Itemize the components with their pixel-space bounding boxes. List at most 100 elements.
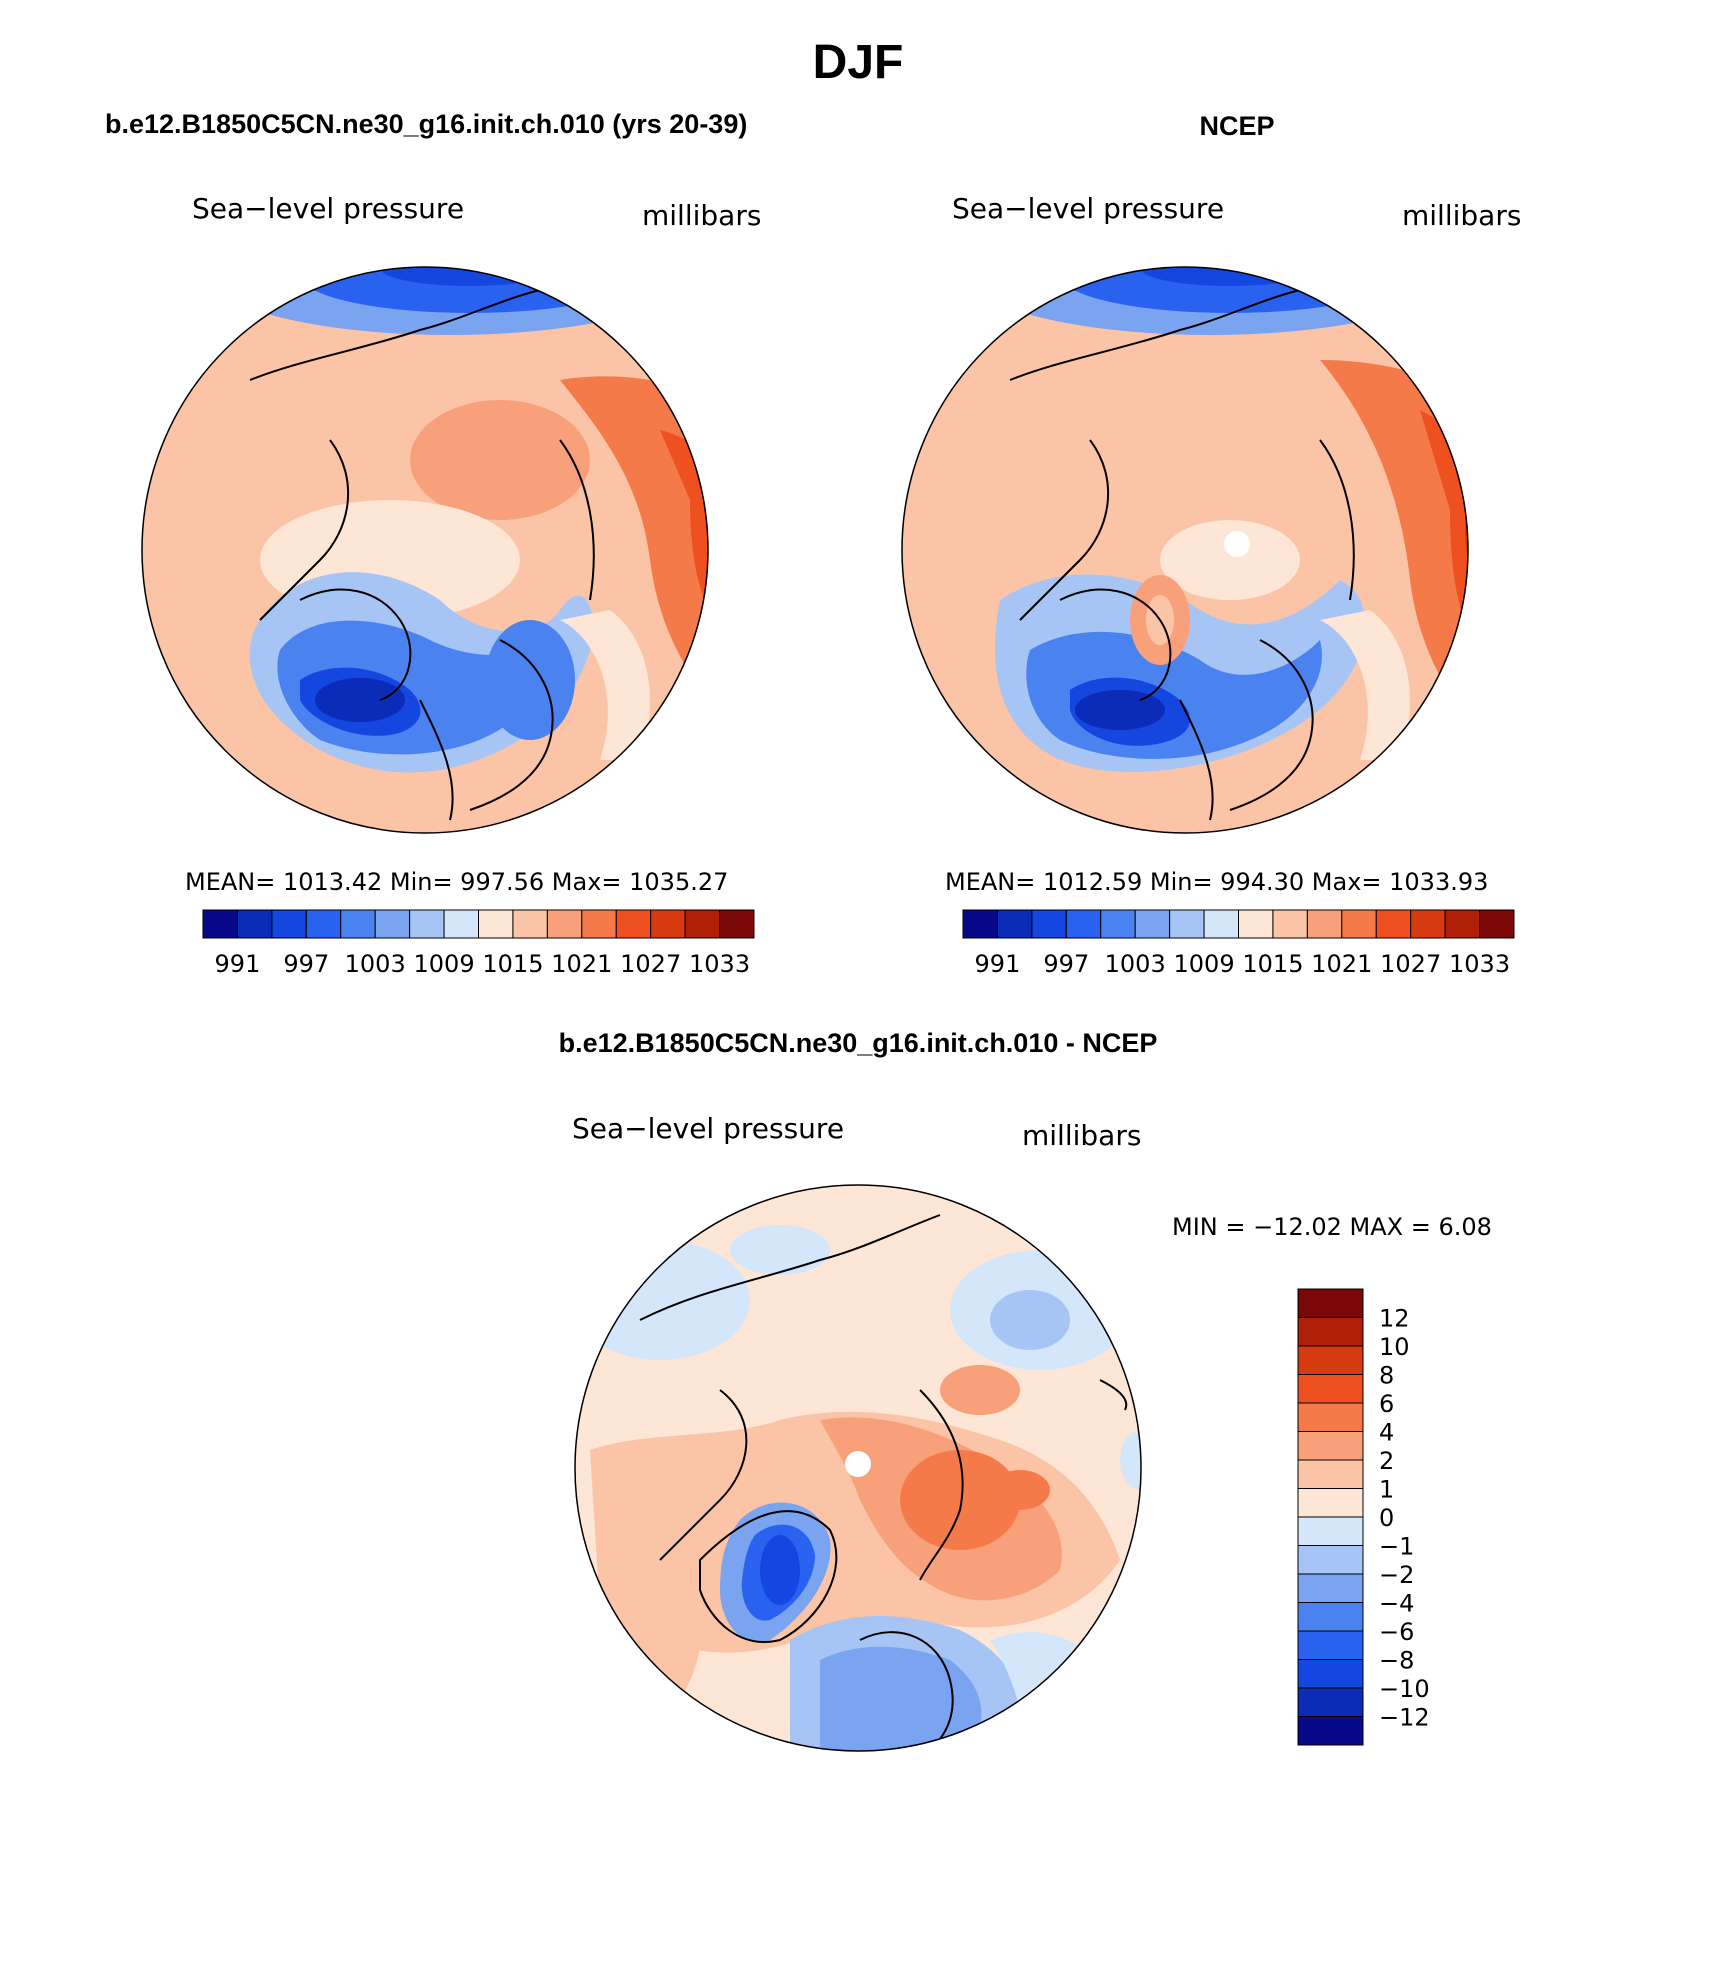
obs-stats: MEAN= 1012.59 Min= 994.30 Max= 1033.93 <box>945 868 1488 896</box>
diff-colorbar-label: 1 <box>1379 1476 1394 1504</box>
diff-stats: MIN = −12.02 MAX = 6.08 <box>1172 1213 1492 1241</box>
obs-panel: Sea−level pressure millibars <box>901 192 1521 978</box>
diff-colorbar-label: −8 <box>1379 1647 1414 1675</box>
diff-colorbar-label: 12 <box>1379 1305 1410 1333</box>
model-colorbar-label: 1015 <box>482 950 543 978</box>
diff-colorbar-swatch <box>1297 1602 1364 1632</box>
diff-variable-label: Sea−level pressure <box>572 1112 844 1145</box>
diff-units-label: millibars <box>1022 1119 1141 1152</box>
obs-colorbar-swatch <box>962 909 998 939</box>
diff-colorbar-swatch <box>1297 1687 1364 1717</box>
model-colorbar-swatch <box>305 909 342 939</box>
diff-polar-map <box>574 1184 1142 1752</box>
model-colorbar-swatch <box>684 909 721 939</box>
diff-colorbar-swatch <box>1297 1573 1364 1603</box>
diff-colorbar-swatch <box>1297 1488 1364 1518</box>
diff-colorbar-label: 8 <box>1379 1362 1394 1390</box>
obs-colorbar-swatch <box>996 909 1033 939</box>
diff-colorbar-swatch <box>1297 1516 1364 1546</box>
obs-colorbar-swatch <box>1169 909 1205 939</box>
diff-colorbar-label: 0 <box>1379 1504 1394 1532</box>
obs-colorbar-swatch <box>1100 909 1136 939</box>
diff-colorbar-label: −12 <box>1379 1704 1430 1732</box>
diff-colorbar-swatch <box>1297 1374 1364 1404</box>
diff-colorbar-label: 2 <box>1379 1447 1394 1475</box>
diff-colorbar-swatch <box>1297 1459 1364 1489</box>
diff-colorbar-swatch <box>1297 1431 1364 1461</box>
model-colorbar-swatch <box>202 909 238 939</box>
obs-colorbar-swatch <box>1444 909 1481 939</box>
obs-colorbar-swatch <box>1272 909 1308 939</box>
diff-colorbar-swatch <box>1297 1288 1364 1318</box>
diff-colorbar-label: 6 <box>1379 1390 1394 1418</box>
diff-colorbar-swatch <box>1297 1659 1364 1689</box>
obs-colorbar: 991 997 1003 1009 1015 1021 1027 1033 <box>962 909 1515 978</box>
model-panel-title: b.e12.B1850C5CN.ne30_g16.init.ch.010 (yr… <box>105 109 747 139</box>
model-colorbar: 991 997 1003 1009 1015 1021 1027 1033 <box>202 909 755 978</box>
obs-colorbar-label: 1015 <box>1242 950 1303 978</box>
obs-colorbar-label: 1033 <box>1449 950 1510 978</box>
model-colorbar-swatch <box>374 909 411 939</box>
model-colorbar-label: 1003 <box>345 950 406 978</box>
obs-variable-label: Sea−level pressure <box>952 192 1224 225</box>
obs-polar-map <box>901 266 1469 834</box>
model-panel: Sea−level pressure millibars <box>141 192 761 978</box>
diff-panel: Sea−level pressure millibars <box>572 1112 1492 1752</box>
model-colorbar-swatch <box>650 909 686 939</box>
diff-colorbar-swatch <box>1297 1402 1364 1432</box>
obs-colorbar-swatch <box>1479 909 1515 939</box>
diff-colorbar-label: −2 <box>1379 1561 1414 1589</box>
diff-colorbar-label: −6 <box>1379 1618 1414 1646</box>
obs-units-label: millibars <box>1402 199 1521 232</box>
model-colorbar-label: 997 <box>283 950 329 978</box>
model-colorbar-swatch <box>581 909 617 939</box>
diff-colorbar-label: −10 <box>1379 1675 1430 1703</box>
obs-colorbar-swatch <box>1134 909 1171 939</box>
obs-colorbar-label: 1027 <box>1380 950 1441 978</box>
model-colorbar-swatch <box>340 909 376 939</box>
model-colorbar-swatch <box>478 909 514 939</box>
model-colorbar-swatch <box>546 909 583 939</box>
diff-colorbar-swatch <box>1297 1545 1364 1575</box>
model-colorbar-label: 1033 <box>689 950 750 978</box>
season-title: DJF <box>813 36 904 89</box>
model-polar-map <box>141 266 709 834</box>
model-units-label: millibars <box>642 199 761 232</box>
obs-colorbar-swatch <box>1410 909 1446 939</box>
diff-colorbar-swatch <box>1297 1716 1364 1746</box>
diff-colorbar-label: 10 <box>1379 1333 1410 1361</box>
obs-colorbar-label: 997 <box>1043 950 1089 978</box>
model-colorbar-label: 1021 <box>551 950 612 978</box>
model-colorbar-swatch <box>271 909 307 939</box>
obs-colorbar-swatch <box>1375 909 1412 939</box>
obs-panel-title: NCEP <box>1199 111 1274 141</box>
obs-colorbar-swatch <box>1306 909 1343 939</box>
model-colorbar-swatch <box>512 909 548 939</box>
obs-colorbar-label: 991 <box>975 950 1021 978</box>
model-colorbar-swatch <box>615 909 652 939</box>
diff-colorbar-swatch <box>1297 1630 1364 1660</box>
model-colorbar-label: 991 <box>215 950 261 978</box>
model-colorbar-swatch <box>719 909 755 939</box>
model-colorbar-swatch <box>236 909 273 939</box>
diff-panel-title: b.e12.B1850C5CN.ne30_g16.init.ch.010 - N… <box>559 1028 1158 1058</box>
diff-colorbar-label: −4 <box>1379 1590 1414 1618</box>
obs-colorbar-swatch <box>1203 909 1239 939</box>
diff-colorbar-swatch <box>1297 1345 1364 1375</box>
obs-colorbar-label: 1009 <box>1174 950 1235 978</box>
model-colorbar-swatch <box>443 909 479 939</box>
obs-colorbar-swatch <box>1065 909 1102 939</box>
diff-colorbar-label: 4 <box>1379 1419 1394 1447</box>
model-variable-label: Sea−level pressure <box>192 192 464 225</box>
obs-colorbar-swatch <box>1031 909 1067 939</box>
diff-colorbar-label: −1 <box>1379 1533 1414 1561</box>
obs-colorbar-swatch <box>1238 909 1274 939</box>
model-stats: MEAN= 1013.42 Min= 997.56 Max= 1035.27 <box>185 868 728 896</box>
model-colorbar-swatch <box>409 909 445 939</box>
obs-colorbar-label: 1003 <box>1105 950 1166 978</box>
obs-colorbar-label: 1021 <box>1311 950 1372 978</box>
model-colorbar-label: 1027 <box>620 950 681 978</box>
obs-colorbar-swatch <box>1341 909 1377 939</box>
